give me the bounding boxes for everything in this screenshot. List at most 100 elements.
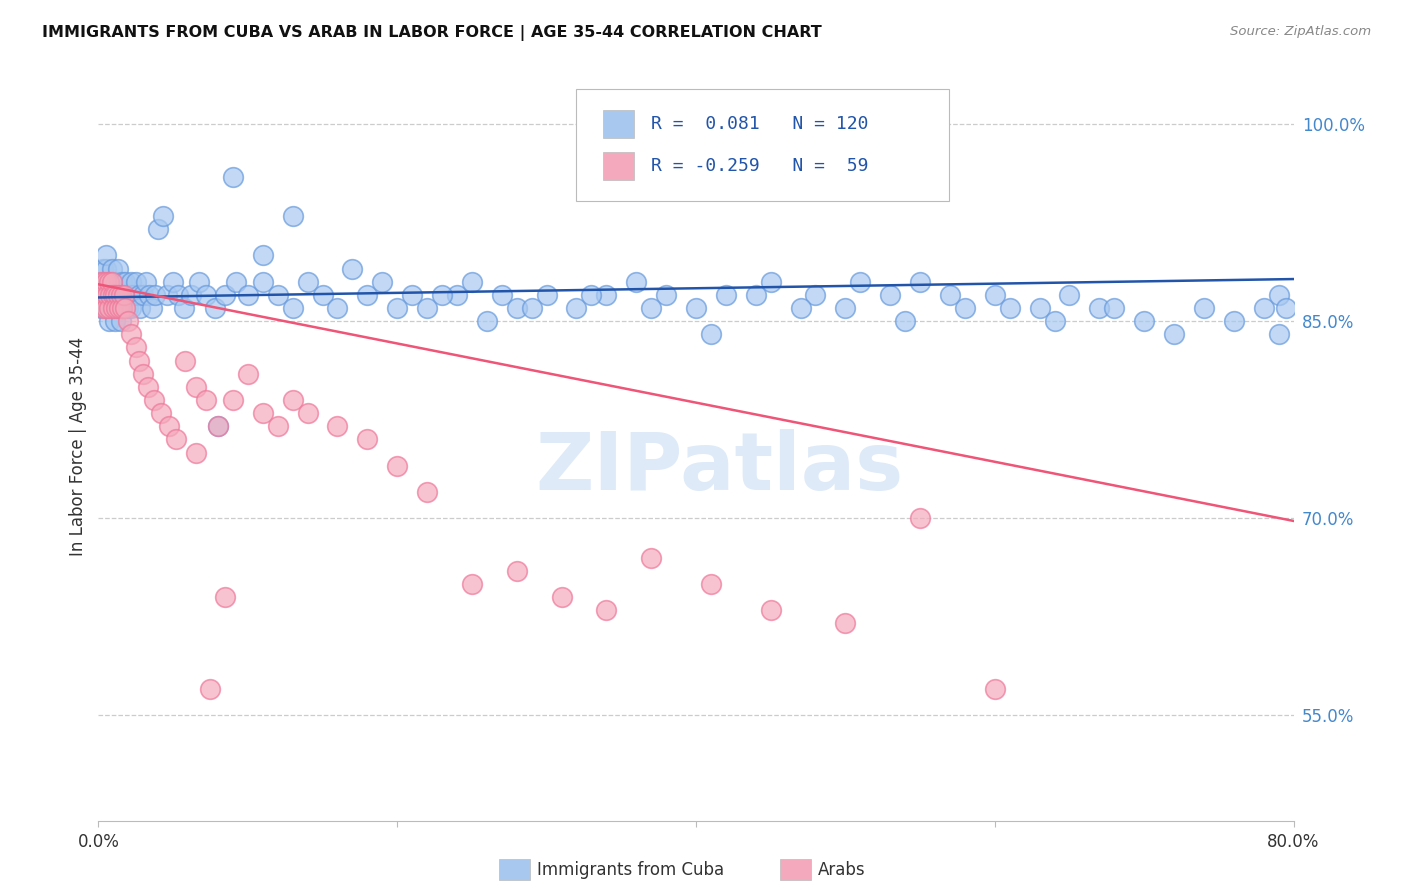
Point [90, 275, 112, 289]
Point [461, 577, 484, 591]
Point [98, 288, 122, 302]
Point [107, 288, 129, 302]
Point [184, 380, 207, 394]
Point [953, 301, 976, 315]
Point [252, 275, 274, 289]
Point [214, 590, 236, 604]
Point [475, 314, 498, 328]
Point [90, 301, 112, 315]
Point [115, 288, 138, 302]
Point [416, 301, 439, 315]
Point [156, 288, 179, 302]
Point [1275, 301, 1298, 315]
Point [204, 301, 226, 315]
Point [120, 275, 142, 289]
Point [165, 433, 187, 447]
Text: R =  0.081   N = 120: R = 0.081 N = 120 [651, 115, 869, 133]
Point [132, 288, 155, 302]
Point [984, 682, 1007, 697]
Point [655, 288, 678, 302]
Point [89, 275, 111, 289]
Point [128, 353, 150, 368]
Point [1267, 327, 1289, 342]
Point [103, 301, 125, 315]
Point [108, 301, 131, 315]
Point [371, 275, 394, 289]
Point [105, 301, 128, 315]
Point [128, 288, 150, 302]
Point [222, 392, 245, 407]
Point [908, 511, 931, 525]
Point [148, 222, 170, 236]
Point [1133, 314, 1156, 328]
Point [195, 392, 218, 407]
Point [103, 275, 125, 289]
Point [214, 288, 236, 302]
Point [581, 288, 603, 302]
Point [491, 288, 513, 302]
Point [104, 314, 127, 328]
Point [446, 288, 468, 302]
Point [97, 314, 120, 328]
Point [714, 288, 737, 302]
Point [114, 301, 136, 315]
Point [207, 419, 229, 434]
Point [267, 419, 290, 434]
Point [894, 314, 917, 328]
Point [166, 288, 188, 302]
Point [91, 261, 114, 276]
Point [103, 288, 125, 302]
Point [984, 288, 1007, 302]
Point [326, 419, 349, 434]
Point [111, 301, 134, 315]
Point [136, 380, 159, 394]
Point [108, 301, 131, 315]
Point [125, 340, 148, 354]
Point [281, 392, 304, 407]
Point [565, 301, 588, 315]
Point [804, 288, 827, 302]
Point [207, 419, 229, 434]
Point [187, 275, 209, 289]
Text: ZIPatlas: ZIPatlas [536, 429, 904, 508]
Point [96, 288, 118, 302]
Point [91, 301, 114, 315]
Point [297, 406, 319, 420]
Point [101, 261, 124, 276]
Point [107, 261, 129, 276]
Point [222, 169, 245, 184]
Point [759, 603, 782, 617]
Point [311, 288, 333, 302]
Point [110, 314, 132, 328]
Point [110, 288, 132, 302]
Point [101, 288, 124, 302]
Point [939, 288, 962, 302]
Point [520, 301, 543, 315]
Point [93, 275, 115, 289]
Point [1192, 301, 1215, 315]
Point [112, 288, 135, 302]
Point [326, 301, 349, 315]
Point [267, 288, 290, 302]
Text: Immigrants from Cuba: Immigrants from Cuba [537, 861, 724, 879]
Point [595, 288, 617, 302]
Point [595, 603, 617, 617]
Text: IMMIGRANTS FROM CUBA VS ARAB IN LABOR FORCE | AGE 35-44 CORRELATION CHART: IMMIGRANTS FROM CUBA VS ARAB IN LABOR FO… [42, 25, 823, 41]
Text: Arabs: Arabs [818, 861, 866, 879]
Point [1267, 288, 1289, 302]
Point [94, 248, 117, 262]
Point [98, 301, 122, 315]
Point [105, 275, 128, 289]
Point [536, 288, 558, 302]
Point [174, 353, 197, 368]
Point [93, 288, 115, 302]
Point [759, 275, 782, 289]
Point [94, 301, 117, 315]
Point [98, 275, 122, 289]
Point [89, 288, 111, 302]
Point [225, 275, 247, 289]
Point [385, 458, 409, 473]
Point [135, 275, 157, 289]
Point [297, 275, 319, 289]
Point [834, 616, 856, 631]
